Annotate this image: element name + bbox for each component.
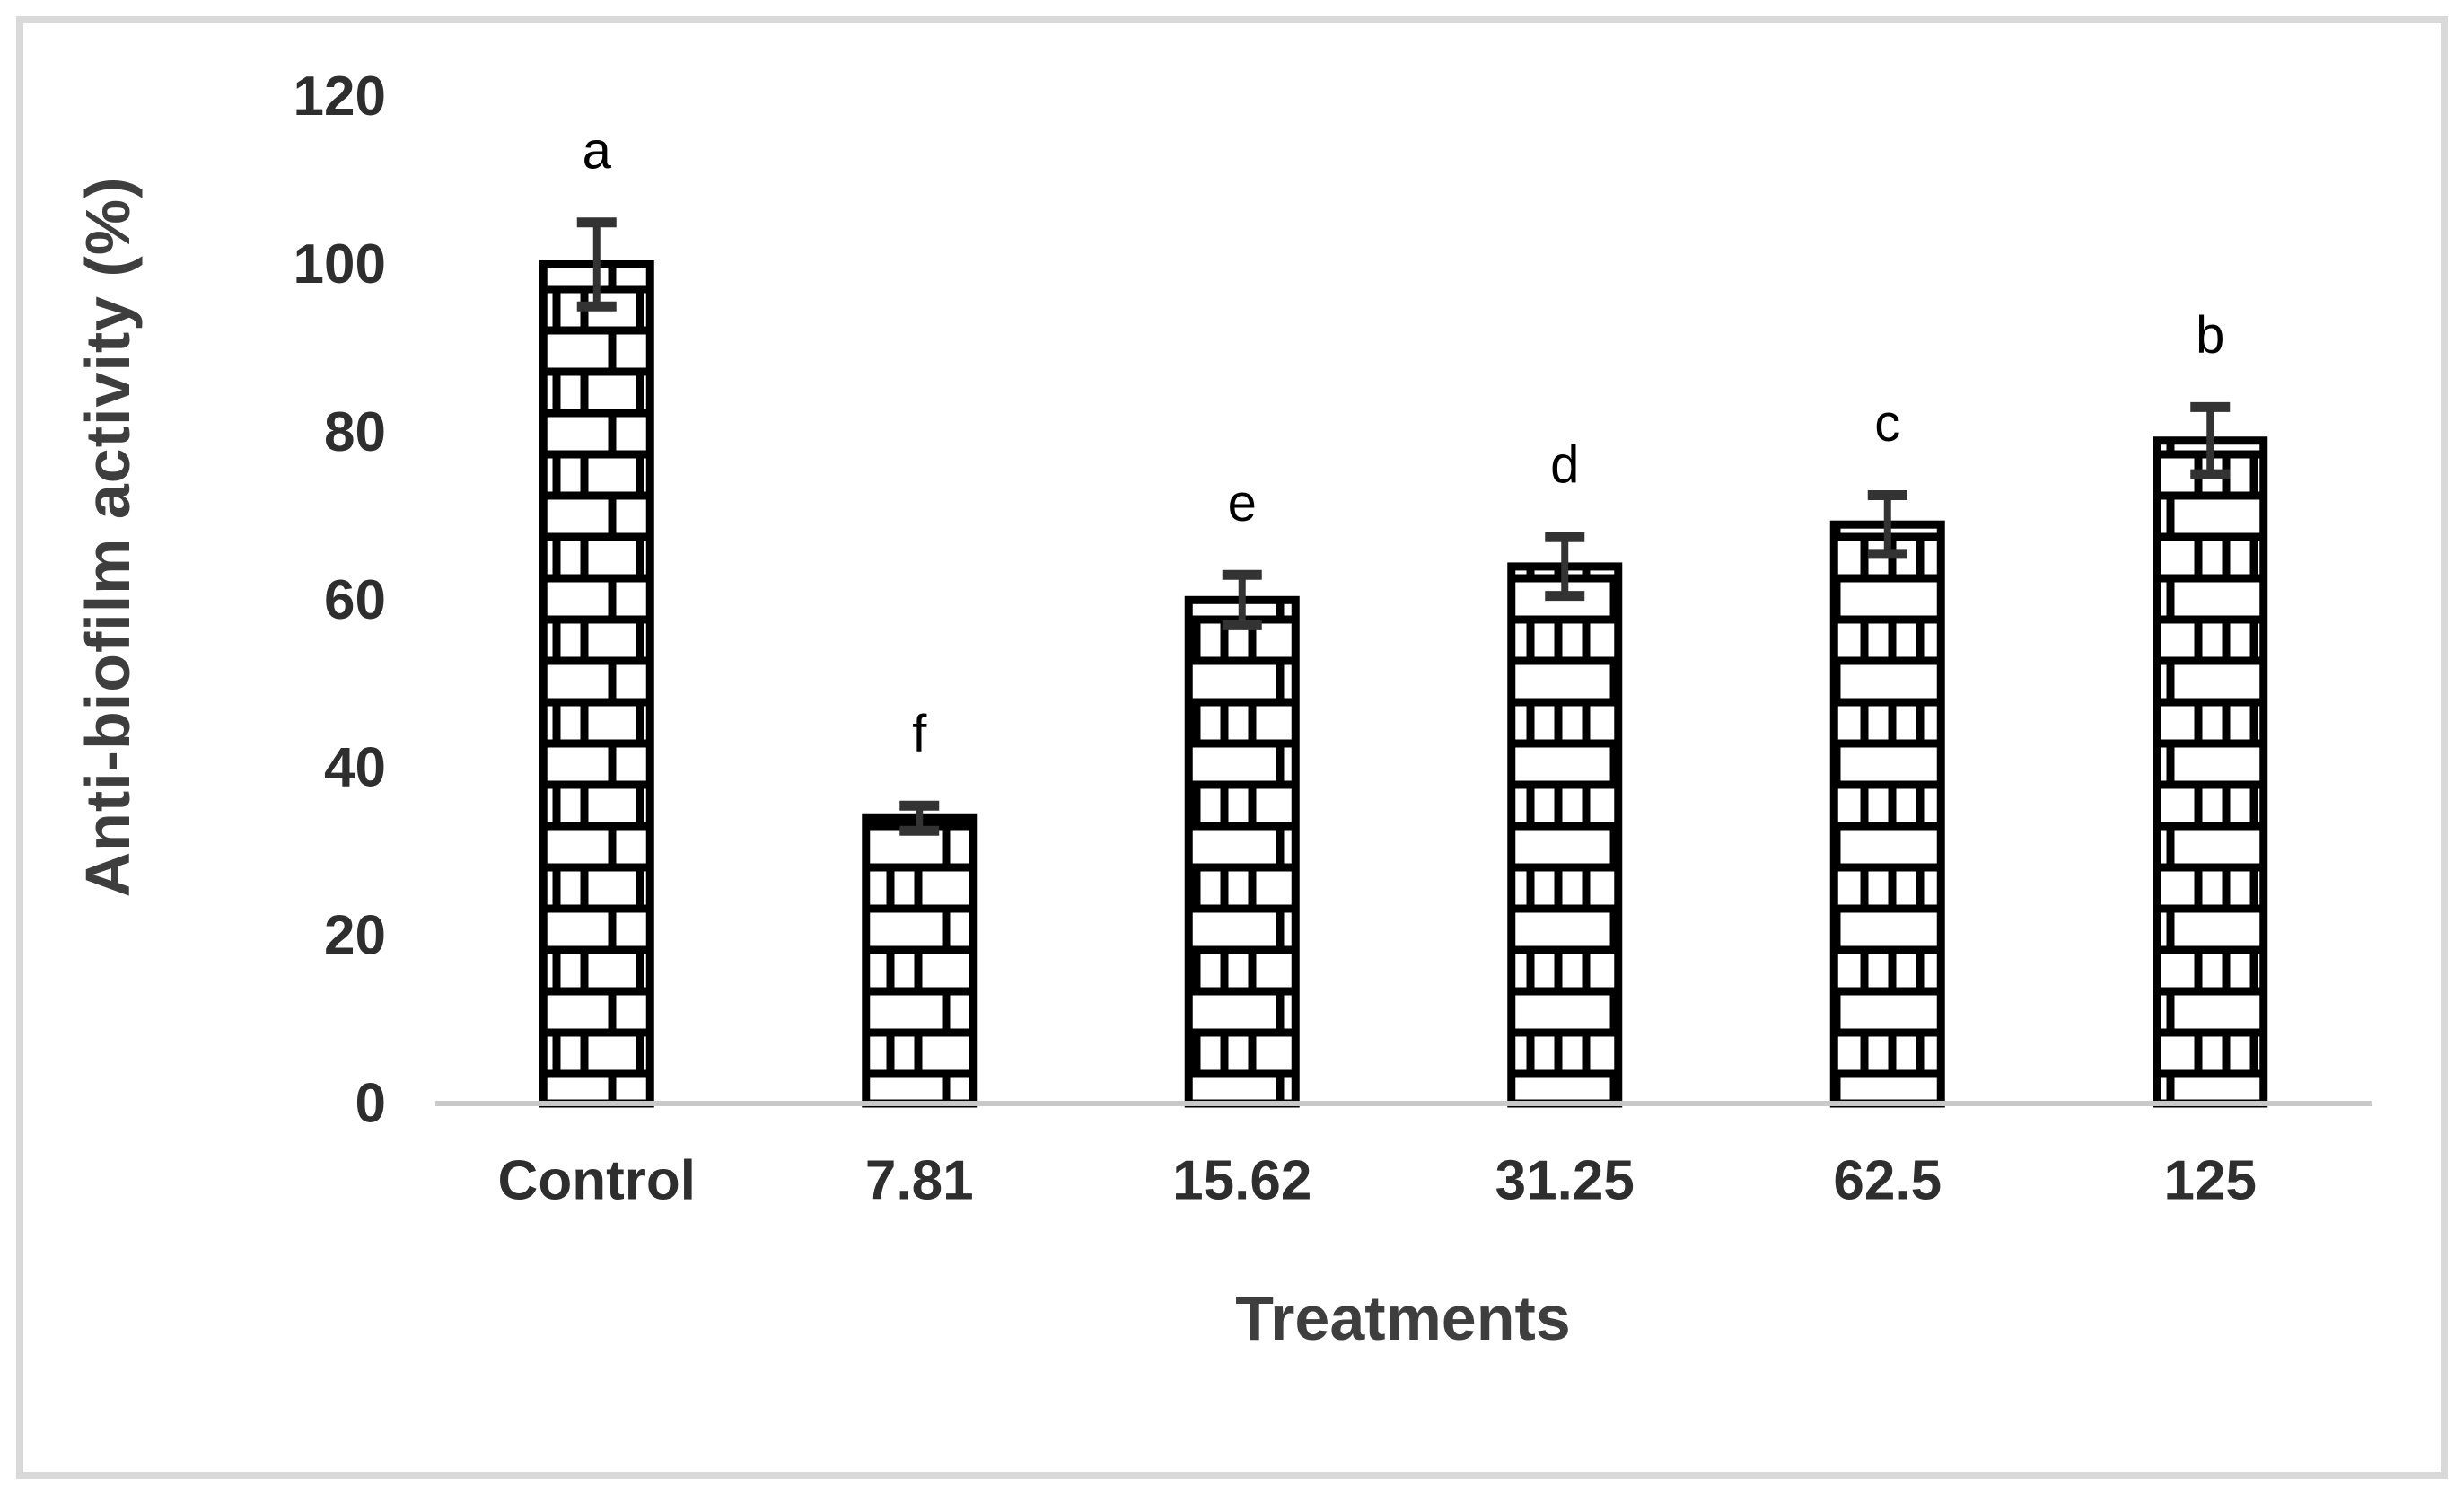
significance-letter: a bbox=[583, 121, 612, 180]
bar bbox=[2153, 436, 2268, 1108]
x-tick-label: 31.25 bbox=[1495, 1150, 1635, 1212]
y-tick-label: 80 bbox=[324, 401, 386, 463]
bar bbox=[1829, 520, 1945, 1108]
y-tick-label: 60 bbox=[324, 569, 386, 631]
y-tick-label: 120 bbox=[294, 66, 386, 128]
significance-letter: c bbox=[1874, 394, 1900, 453]
y-tick-label: 20 bbox=[324, 905, 386, 967]
x-tick-label: 62.5 bbox=[1833, 1150, 1942, 1212]
x-axis-title: Treatments bbox=[1235, 1283, 1571, 1353]
bar bbox=[539, 260, 654, 1108]
bar bbox=[1507, 562, 1623, 1108]
x-tick-label: 15.62 bbox=[1172, 1150, 1311, 1212]
significance-letter: f bbox=[912, 705, 927, 763]
y-tick-label: 0 bbox=[355, 1073, 386, 1135]
y-tick-label: 100 bbox=[294, 233, 386, 295]
bar bbox=[1184, 595, 1300, 1108]
x-tick-label: 125 bbox=[2164, 1150, 2257, 1212]
significance-letter: d bbox=[1550, 436, 1579, 495]
x-tick-label: Control bbox=[498, 1150, 696, 1212]
significance-letter: b bbox=[2196, 306, 2224, 365]
y-tick-label: 40 bbox=[324, 737, 386, 799]
bar bbox=[862, 813, 978, 1108]
significance-letter: e bbox=[1228, 474, 1257, 532]
x-tick-label: 7.81 bbox=[865, 1150, 974, 1212]
